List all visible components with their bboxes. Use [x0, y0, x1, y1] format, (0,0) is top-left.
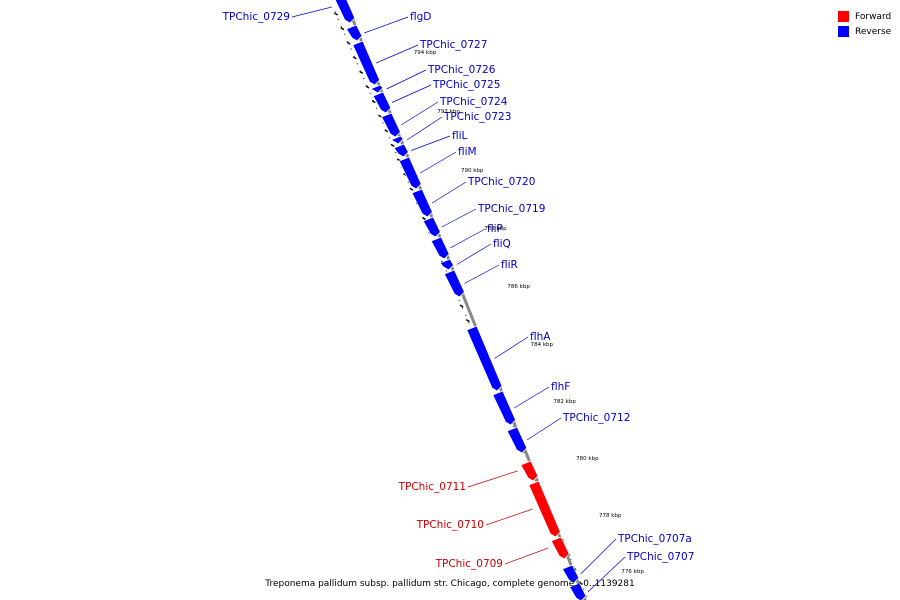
gene-connector	[400, 101, 439, 126]
gene-connector	[420, 151, 457, 174]
gene-feature-tpchic_0723[interactable]	[389, 135, 404, 145]
gene-label-tpchic_0712[interactable]: TPChic_0712	[562, 412, 630, 424]
gene-label-tpchic_0727[interactable]: TPChic_0727	[419, 39, 487, 51]
gene-label-tpchic_0707a[interactable]: TPChic_0707a	[617, 533, 692, 545]
forward-swatch	[838, 11, 849, 22]
gene-connector	[376, 44, 419, 64]
gene-feature-tpchic_0724[interactable]	[381, 112, 401, 138]
gene-feature-flhf[interactable]	[492, 390, 517, 426]
gene-connector	[464, 264, 500, 284]
gene-connector	[450, 228, 486, 249]
gene-feature-tpchic_0725[interactable]	[372, 91, 392, 114]
gene-connector	[441, 208, 477, 228]
gene-label-flim[interactable]: fliM	[458, 146, 477, 158]
gene-feature-tpchic_0719[interactable]	[422, 216, 441, 238]
gene-feature-tpchic_0726[interactable]	[369, 84, 384, 94]
kbp-label: 792 kbp	[437, 109, 460, 115]
gene-label-tpchic_0725[interactable]: TPChic_0725	[432, 79, 500, 91]
gene-feature-tpchic_0712[interactable]	[506, 426, 528, 454]
gene-feature-tpchic_0727[interactable]	[352, 40, 381, 86]
gene-connector	[526, 417, 562, 441]
gene-label-flhf[interactable]: flhF	[551, 381, 570, 393]
gene-label-flir[interactable]: fliR	[501, 259, 518, 271]
gene-connector	[391, 84, 432, 103]
gene-connector	[504, 547, 549, 565]
gene-connector	[364, 16, 409, 34]
gene-connector	[291, 6, 332, 18]
gene-feature-flip[interactable]	[430, 236, 450, 260]
gene-connector	[406, 116, 443, 141]
gene-feature-tpchic_0707[interactable]	[569, 582, 587, 600]
kbp-label: 790 kbp	[461, 168, 484, 174]
gene-feature-tpchic_0707a[interactable]	[561, 564, 580, 584]
gene-label-flil[interactable]: fliL	[452, 130, 468, 142]
gene-feature-fliq[interactable]	[439, 258, 455, 271]
kbp-label: 778 kbp	[599, 513, 622, 519]
gene-feature-tpchic_0729[interactable]	[333, 0, 356, 24]
gene-label-tpchic_0709[interactable]: TPChic_0709	[435, 558, 503, 570]
gene-connector	[485, 508, 533, 526]
kbp-label: 776 kbp	[621, 569, 644, 575]
gene-label-tpchic_0707[interactable]: TPChic_0707	[626, 551, 694, 563]
gene-label-fliq[interactable]: fliQ	[493, 238, 511, 250]
gene-label-flgd[interactable]: flgD	[410, 11, 431, 23]
gene-feature-tpchic_0720[interactable]	[411, 188, 433, 218]
gene-connector	[580, 538, 617, 575]
gene-feature-tpchic_0711[interactable]	[520, 460, 539, 482]
gene-label-tpchic_0726[interactable]: TPChic_0726	[427, 64, 496, 76]
legend-forward-label: Forward	[855, 11, 892, 22]
gene-feature-tpchic_0710[interactable]	[528, 480, 561, 538]
kbp-label: 780 kbp	[576, 456, 599, 462]
gene-features	[333, 0, 587, 600]
gene-connector	[514, 386, 550, 409]
gene-connector	[494, 336, 529, 359]
kbp-label: 784 kbp	[531, 342, 554, 348]
gene-connector	[587, 556, 626, 593]
gene-feature-flim[interactable]	[398, 156, 422, 190]
gene-feature-flha[interactable]	[466, 325, 503, 392]
gene-connector	[456, 243, 492, 265]
gene-feature-flir[interactable]	[443, 269, 465, 298]
gene-label-tpchic_0723[interactable]: TPChic_0723	[443, 111, 511, 123]
genome-title: Treponema pallidum subsp. pallidum str. …	[265, 579, 635, 589]
legend-forward: Forward	[838, 9, 891, 24]
kbp-label: 794 kbp	[414, 50, 437, 56]
legend-reverse: Reverse	[838, 24, 891, 39]
reverse-swatch	[838, 26, 849, 37]
gene-labels: TPChic_0729 flgD TPChic_0727 TPChic_0726 TPC…	[222, 6, 694, 593]
legend-reverse-label: Reverse	[855, 26, 892, 37]
gene-label-tpchic_0710[interactable]: TPChic_0710	[416, 519, 484, 531]
kbp-label: 786 kbp	[507, 284, 530, 290]
gene-label-tpchic_0729[interactable]: TPChic_0729	[222, 11, 290, 23]
gene-feature-flil[interactable]	[393, 143, 409, 158]
kbp-label: 788 kbp	[484, 226, 507, 232]
gene-connector	[467, 470, 518, 488]
gene-connector	[411, 135, 451, 151]
gene-label-flha[interactable]: flhA	[530, 331, 551, 343]
gene-label-tpchic_0711[interactable]: TPChic_0711	[398, 481, 466, 493]
kbp-label: 782 kbp	[553, 399, 576, 405]
gene-label-tpchic_0720[interactable]: TPChic_0720	[467, 176, 535, 188]
gene-label-tpchic_0719[interactable]: TPChic_0719	[477, 203, 545, 215]
gene-label-flip[interactable]: fliP	[487, 223, 503, 235]
gene-connector	[386, 69, 427, 90]
gene-label-tpchic_0724[interactable]: TPChic_0724	[439, 96, 508, 108]
gene-feature-flgd[interactable]	[345, 24, 363, 42]
gene-connector	[432, 181, 467, 204]
legend: Forward Reverse	[838, 9, 891, 39]
kbp-scale-labels: 794 kbp 792 kbp 790 kbp 788 kbp 786 kbp 784 k…	[414, 50, 645, 575]
gene-feature-tpchic_0709[interactable]	[550, 536, 570, 560]
